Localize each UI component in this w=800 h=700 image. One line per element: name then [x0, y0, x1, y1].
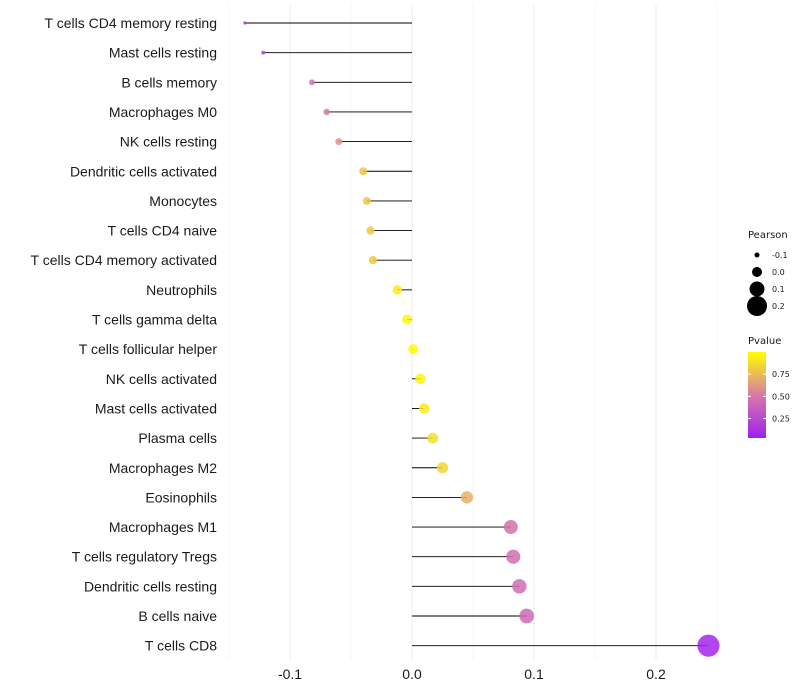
- category-label: T cells follicular helper: [79, 341, 218, 357]
- legend-pvalue-colorbar: [748, 352, 766, 438]
- data-point: [427, 432, 439, 444]
- legend-pearson-title: Pearson: [748, 230, 788, 241]
- category-label: Neutrophils: [146, 282, 217, 298]
- category-label: Mast cells activated: [95, 400, 217, 416]
- data-point: [243, 21, 247, 25]
- category-label: T cells CD4 memory resting: [45, 15, 217, 31]
- data-point: [519, 608, 535, 624]
- legend-color-label: 0.50: [772, 392, 790, 401]
- legend-pearson-size: Pearson -0.1 0.0 0.1 0.2: [747, 230, 788, 316]
- legend-pvalue-color: Pvalue 0.75 0.50 0.25: [748, 336, 790, 438]
- stems-layer: [244, 22, 709, 647]
- legend-size-label: -0.1: [772, 251, 788, 260]
- x-tick-label: 0.1: [524, 666, 544, 682]
- category-label: Dendritic cells resting: [84, 578, 217, 594]
- data-point: [335, 138, 343, 146]
- legend-color-label: 0.75: [772, 370, 790, 379]
- x-tick-label: 0.0: [402, 666, 422, 682]
- category-label: T cells regulatory Tregs: [72, 549, 217, 565]
- legend-size-key: [749, 281, 765, 297]
- category-label: T cells gamma delta: [92, 312, 217, 328]
- data-point: [359, 167, 368, 176]
- x-axis-tick-labels: -0.1 0.0 0.1 0.2: [278, 666, 666, 682]
- legend-pvalue-title: Pvalue: [748, 336, 781, 347]
- x-tick-label: -0.1: [278, 666, 302, 682]
- category-label: B cells naive: [138, 608, 217, 624]
- category-label: NK cells resting: [120, 134, 217, 150]
- category-label: Macrophages M1: [109, 519, 217, 535]
- data-point: [261, 50, 266, 55]
- data-point: [408, 344, 419, 355]
- category-label: T cells CD8: [145, 638, 217, 654]
- data-point: [366, 226, 375, 235]
- category-labels: T cells CD4 memory resting Mast cells res…: [31, 15, 218, 654]
- category-label: Monocytes: [149, 193, 217, 209]
- data-point: [415, 373, 426, 384]
- category-label: NK cells activated: [106, 371, 217, 387]
- category-label: Dendritic cells activated: [70, 163, 217, 179]
- data-point: [362, 196, 371, 205]
- category-label: Plasma cells: [138, 430, 217, 446]
- data-point: [512, 579, 527, 594]
- data-point: [503, 520, 518, 535]
- category-label: Eosinophils: [145, 489, 217, 505]
- grid-layer: [228, 5, 718, 660]
- category-label: T cells CD4 memory activated: [31, 252, 217, 268]
- points-layer: [243, 21, 720, 657]
- legend-size-label: 0.1: [772, 285, 785, 294]
- legend-size-label: 0.0: [772, 268, 785, 277]
- category-label: Macrophages M2: [109, 460, 217, 476]
- data-point: [392, 285, 403, 295]
- data-point: [309, 79, 315, 86]
- category-label: T cells CD4 naive: [108, 223, 218, 239]
- data-point: [418, 403, 430, 414]
- data-point: [436, 462, 449, 474]
- legend-color-label: 0.25: [772, 414, 790, 423]
- data-point: [506, 549, 521, 564]
- legend-size-label: 0.2: [772, 302, 785, 311]
- category-label: Macrophages M0: [109, 104, 217, 120]
- legend-size-key: [752, 267, 762, 277]
- legend-size-key: [754, 252, 760, 258]
- data-point: [402, 314, 413, 325]
- legend-size-key: [747, 296, 767, 316]
- data-point: [460, 491, 474, 504]
- data-point: [368, 256, 378, 265]
- category-label: B cells memory: [121, 74, 217, 90]
- category-label: Mast cells resting: [109, 45, 217, 61]
- data-point: [323, 108, 330, 116]
- x-tick-label: 0.2: [646, 666, 666, 682]
- data-point: [697, 634, 720, 657]
